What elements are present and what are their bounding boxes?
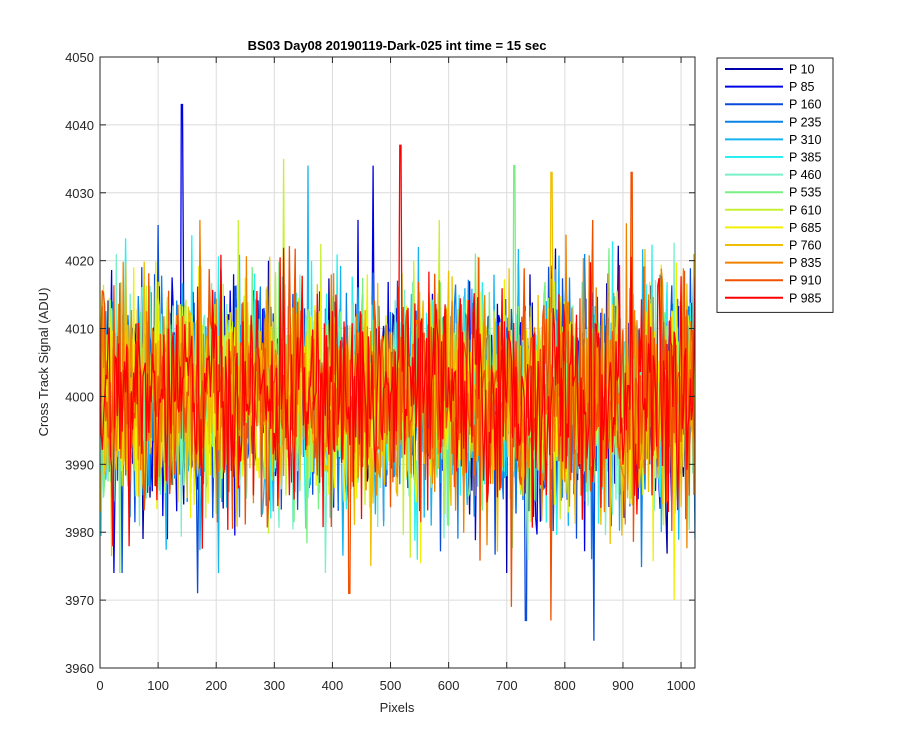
x-axis-label: Pixels <box>380 700 415 715</box>
x-tick-label: 800 <box>554 678 576 693</box>
y-tick-label: 3990 <box>65 457 94 472</box>
legend-entry: P 310 <box>789 133 821 147</box>
legend-entry: P 910 <box>789 274 821 288</box>
legend-entry: P 235 <box>789 115 821 129</box>
y-axis-label: Cross Track Signal (ADU) <box>36 288 51 437</box>
y-tick-label: 4050 <box>65 50 94 65</box>
series-lines <box>100 103 695 641</box>
legend-entry: P 835 <box>789 256 821 270</box>
legend-entry: P 85 <box>789 80 815 94</box>
legend: P 10 P 85 P 160 P 235 P 310 P 385 P 460 P 535 P … <box>716 57 834 313</box>
legend-entry: P 685 <box>789 221 821 235</box>
x-tick-label: 400 <box>322 678 344 693</box>
y-tick-label: 3960 <box>65 661 94 676</box>
x-tick-label: 300 <box>263 678 285 693</box>
legend-entry: P 535 <box>789 186 821 200</box>
x-tick-label: 900 <box>612 678 634 693</box>
series-line-p-835 <box>100 219 695 549</box>
legend-entry: P 985 <box>789 291 821 305</box>
x-tick-label: 500 <box>380 678 402 693</box>
y-tick-label: 4000 <box>65 389 94 404</box>
axes: 0 100 200 300 400 500 600 700 800 900 1000 3960 3970… <box>65 50 695 693</box>
legend-entry: P 160 <box>789 98 821 112</box>
series-line-p-985 <box>100 144 695 549</box>
legend-box <box>716 57 834 313</box>
legend-entry: P 385 <box>789 151 821 165</box>
y-tick-label: 3980 <box>65 525 94 540</box>
y-tick-label: 3970 <box>65 593 94 608</box>
x-tick-label: 0 <box>96 678 103 693</box>
x-tick-label: 700 <box>496 678 518 693</box>
y-tick-label: 4030 <box>65 186 94 201</box>
legend-entry: P 10 <box>789 63 815 77</box>
axes-box <box>99 56 696 669</box>
x-tick-label: 600 <box>438 678 460 693</box>
y-tick-label: 4040 <box>65 118 94 133</box>
y-tick-label: 4010 <box>65 322 94 337</box>
x-tick-label: 100 <box>147 678 169 693</box>
legend-entry: P 610 <box>789 203 821 217</box>
legend-entry: P 460 <box>789 168 821 182</box>
chart-title: BS03 Day08 20190119-Dark-025 int time = … <box>248 38 547 53</box>
x-tick-label: 200 <box>205 678 227 693</box>
legend-entry: P 760 <box>789 239 821 253</box>
y-tick-label: 4020 <box>65 254 94 269</box>
x-tick-label: 1000 <box>667 678 696 693</box>
